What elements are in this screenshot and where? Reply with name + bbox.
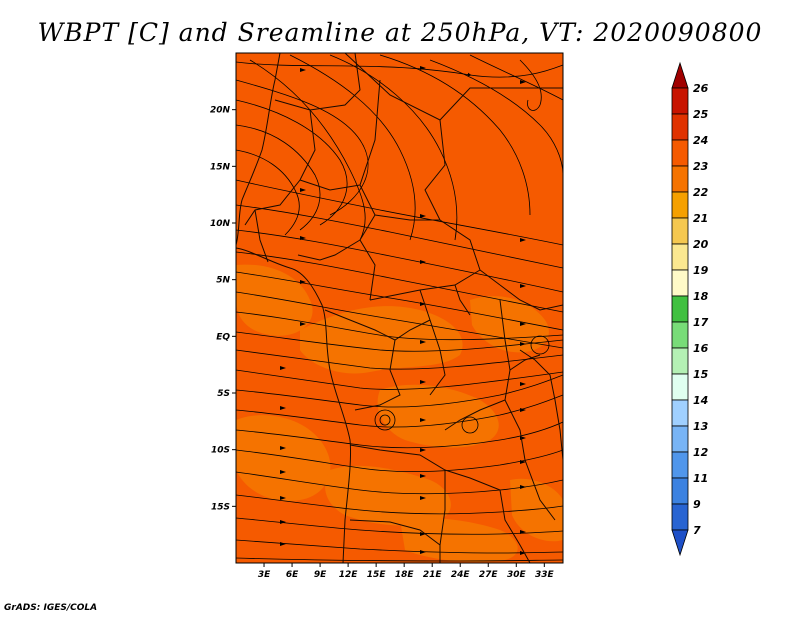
lon-tick-label: 9E (314, 570, 327, 580)
lat-tick-label: 15S (211, 502, 230, 512)
lat-tick-label: 20N (210, 106, 231, 116)
streamlines (236, 54, 563, 562)
lat-tick-label: 5S (217, 389, 230, 399)
lon-tick-label: 12E (339, 570, 359, 580)
map-plot-area (236, 53, 563, 563)
lon-tick-label: 27E (479, 570, 499, 580)
colorbar-label: 22 (693, 186, 709, 199)
lon-tick-label: 3E (258, 570, 271, 580)
colorbar-swatch (671, 217, 689, 245)
chart-title: WBPT [C] and Sreamline at 250hPa, VT: 20… (37, 18, 763, 47)
map-frame (235, 52, 564, 564)
colorbar-swatch (671, 425, 689, 453)
colorbar-label: 13 (693, 420, 709, 433)
colorbar-swatch (671, 321, 689, 349)
country-borders (236, 53, 563, 563)
streamline-arrows (280, 66, 526, 555)
colorbar-label: 20 (693, 238, 709, 251)
colorbar-label: 23 (693, 160, 709, 173)
colorbar-label: 9 (693, 498, 701, 511)
colorbar-swatch (671, 477, 689, 505)
colorbar-label: 16 (693, 342, 709, 355)
colorbar-label: 18 (693, 290, 709, 303)
lat-tick-label: 10S (211, 446, 230, 456)
colorbar-label: 14 (693, 394, 708, 407)
colorbar-swatch (671, 191, 689, 219)
lat-tick-label: 15N (210, 162, 231, 172)
lat-tick-label: 10N (210, 219, 231, 229)
colorbar-swatch (671, 295, 689, 323)
latitude-axis: 20N 15N 10N 5N EQ 5S 10S 15S (210, 106, 236, 512)
lon-tick-label: 33E (535, 570, 555, 580)
colorbar-label: 26 (693, 82, 709, 95)
colorbar-label: 24 (693, 134, 708, 147)
colorbar-legend: 26 25 24 23 22 21 20 19 18 17 16 15 14 13 12 11 9 7 (671, 61, 709, 557)
lon-tick-label: 24E (451, 570, 471, 580)
colorbar-swatch (671, 373, 689, 401)
colorbar-swatch (671, 347, 689, 375)
grads-credit: GrADS: IGES/COLA (4, 603, 98, 613)
colorbar-swatch (671, 139, 689, 167)
colorbar-bottom-arrow (671, 529, 689, 557)
lat-tick-label: EQ (216, 332, 230, 342)
lon-tick-label: 21E (423, 570, 443, 580)
colorbar-label: 15 (693, 368, 709, 381)
colorbar-swatch (671, 399, 689, 427)
colorbar-label: 19 (693, 264, 709, 277)
colorbar-swatch (671, 113, 689, 141)
colorbar-swatch (671, 165, 689, 193)
colorbar-swatch (671, 243, 689, 271)
colorbar-label: 21 (693, 212, 708, 225)
lon-tick-label: 15E (367, 570, 387, 580)
colorbar-label: 7 (693, 524, 701, 537)
colorbar-swatch (671, 451, 689, 479)
lon-tick-label: 18E (395, 570, 415, 580)
longitude-axis: 3E 6E 9E 12E 15E 18E 21E 24E 27E 30E 33E (258, 563, 555, 580)
colorbar-label: 11 (693, 472, 708, 485)
lon-tick-label: 6E (286, 570, 299, 580)
colorbar-label: 25 (693, 108, 709, 121)
colorbar-label: 17 (693, 316, 709, 329)
colorbar-swatch (671, 87, 689, 115)
lon-tick-label: 30E (507, 570, 527, 580)
lat-tick-label: 5N (216, 276, 230, 286)
colorbar-label: 12 (693, 446, 709, 459)
colorbar-top-arrow (671, 61, 689, 89)
colorbar-swatch (671, 269, 689, 297)
colorbar-swatch (671, 503, 689, 531)
